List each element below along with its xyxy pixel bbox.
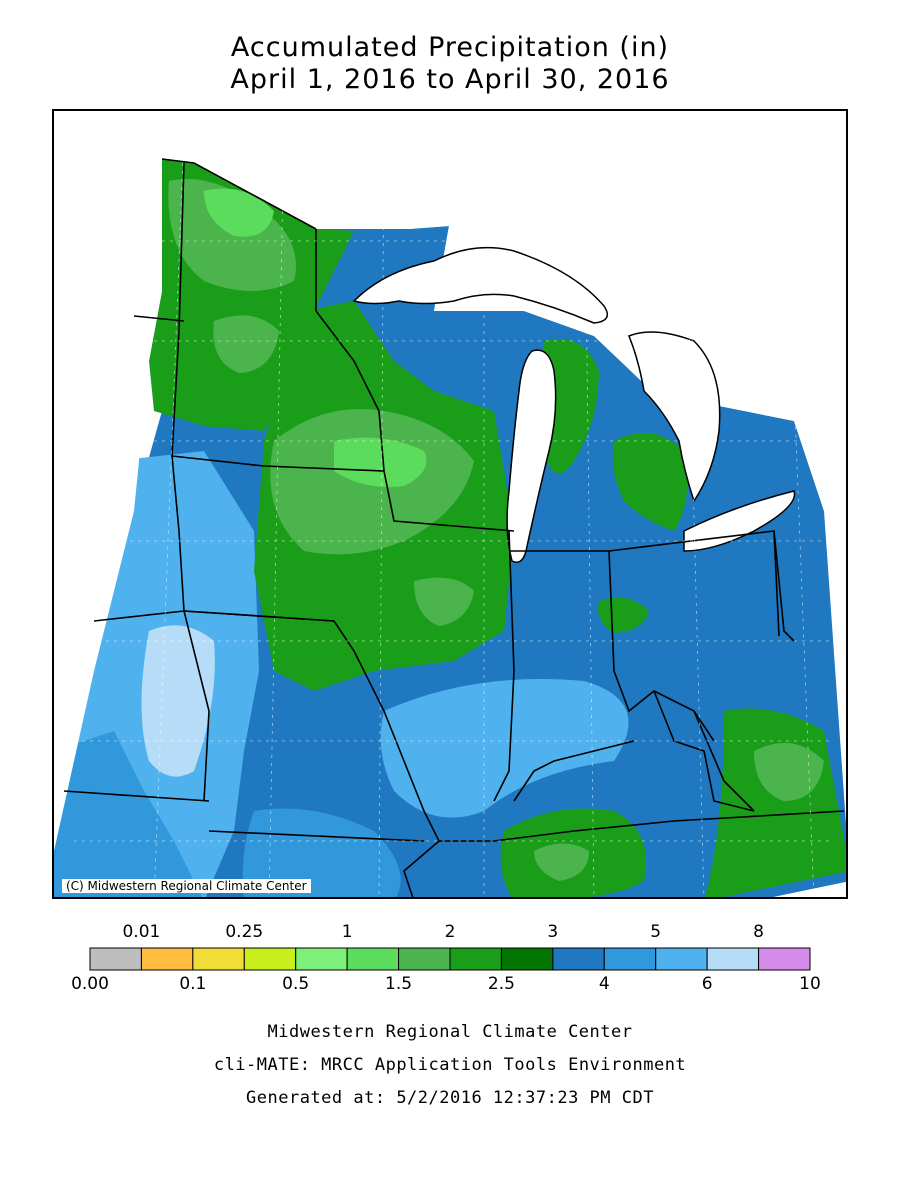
legend-bottom-label: 0.1 <box>179 974 207 994</box>
legend-bin <box>449 947 502 971</box>
graticule <box>74 130 834 897</box>
legend-bottom-label: 0.00 <box>71 974 109 994</box>
zone-1p5in-east <box>754 743 824 801</box>
legend-bottom-label: 2.5 <box>487 974 515 994</box>
legend-bin <box>346 947 400 971</box>
legend-bin <box>295 947 348 971</box>
legend-top-label: 3 <box>547 922 559 942</box>
zone-1p5in-mn <box>213 315 279 373</box>
map-date-range: April 1, 2016 to April 30, 2016 <box>230 64 670 95</box>
legend-top-label: 2 <box>444 922 456 942</box>
legend-bin <box>89 947 142 971</box>
zone-5in-west <box>54 731 202 897</box>
legend-bottom-label: 0.5 <box>282 974 310 994</box>
map-title: Accumulated Precipitation (in) <box>230 32 670 63</box>
zone-2in-thumb <box>612 433 688 531</box>
zone-1p5in-il <box>414 577 474 626</box>
legend-bin <box>243 947 297 971</box>
legend-bin <box>655 947 708 971</box>
legend-top-label: 0.01 <box>122 922 161 942</box>
lake-erie <box>683 490 796 552</box>
copyright-label: (C) Midwestern Regional Climate Center <box>62 879 311 893</box>
legend-top-label: 0.25 <box>225 922 264 942</box>
zone-6in-south <box>380 679 629 818</box>
legend-top-label: 5 <box>650 922 662 942</box>
footer-org: Midwestern Regional Climate Center <box>267 1022 633 1042</box>
precipitation-map: (C) Midwestern Regional Climate Center <box>52 109 848 899</box>
legend-top-label: 8 <box>753 922 764 942</box>
legend-bin <box>603 947 657 971</box>
zone-1p5in-ky <box>534 843 589 881</box>
lake-huron <box>628 331 721 503</box>
legend-bin <box>398 947 451 971</box>
legend-bottom-label: 10 <box>799 974 821 994</box>
zone-1in-north <box>204 188 274 237</box>
legend-bin <box>706 947 760 971</box>
outside-domain-top <box>54 111 846 511</box>
legend-bin <box>192 947 245 971</box>
legend-bottom-label: 4 <box>598 974 610 994</box>
state-borders <box>63 158 845 897</box>
legend-bottom-label: 1.5 <box>385 974 413 994</box>
legend-bin <box>552 947 605 971</box>
legend-bin <box>500 947 554 971</box>
map-canvas <box>54 111 846 897</box>
lake-superior <box>352 246 609 324</box>
lake-michigan <box>506 349 557 563</box>
legend-top-label: 1 <box>341 922 353 942</box>
legend-bottom-label: 6 <box>701 974 713 994</box>
zone-1in-wi <box>334 437 427 487</box>
legend-bin <box>758 947 811 971</box>
legend-bin <box>140 947 194 971</box>
footer-app: cli-MATE: MRCC Application Tools Environ… <box>213 1055 687 1075</box>
outside-domain-left <box>54 111 162 851</box>
zone-5in-south <box>242 808 401 897</box>
footer-generated: Generated at: 5/2/2016 12:37:23 PM CDT <box>246 1088 654 1108</box>
